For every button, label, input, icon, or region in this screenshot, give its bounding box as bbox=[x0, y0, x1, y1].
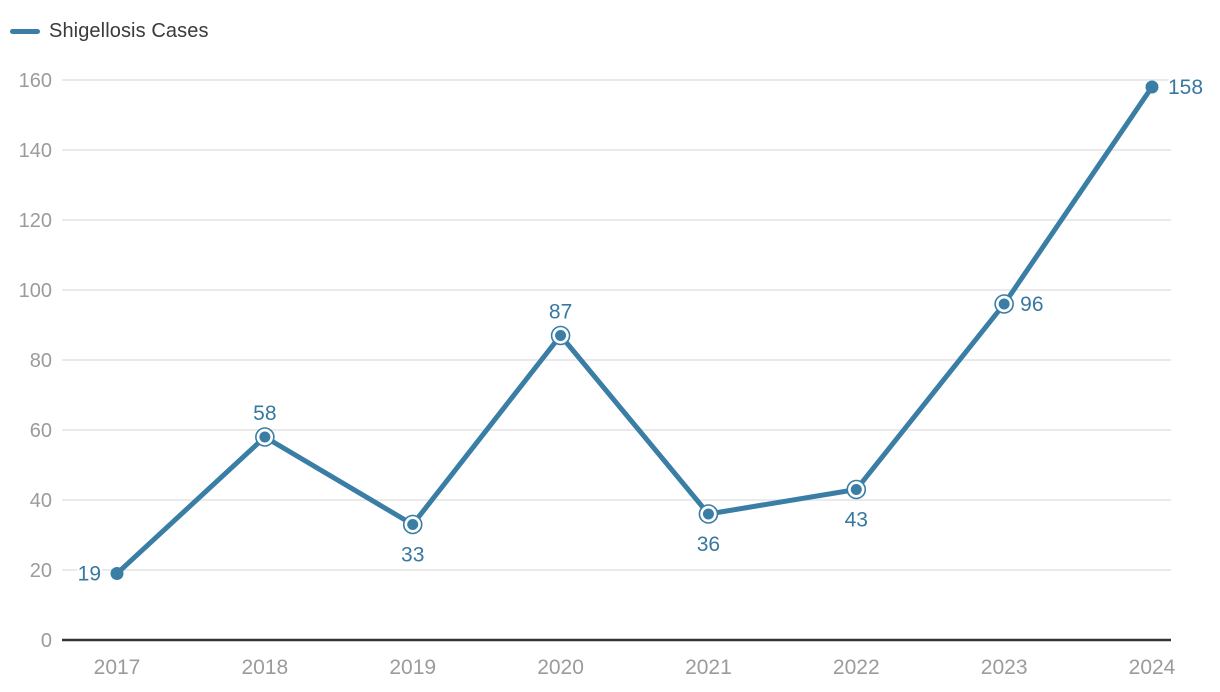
y-tick-label-40: 40 bbox=[30, 490, 52, 512]
data-point-2023 bbox=[998, 298, 1010, 310]
x-tick-label-2019: 2019 bbox=[389, 656, 436, 679]
y-tick-label-100: 100 bbox=[19, 280, 52, 302]
data-point-2020 bbox=[555, 330, 567, 341]
data-point-2024 bbox=[1145, 80, 1159, 94]
data-value-label-2020: 87 bbox=[549, 301, 572, 324]
legend: Shigellosis Cases bbox=[10, 20, 209, 43]
x-tick-label-2022: 2022 bbox=[833, 656, 880, 679]
data-value-label-2021: 36 bbox=[697, 533, 720, 556]
y-tick-label-120: 120 bbox=[19, 210, 52, 232]
legend-label: Shigellosis Cases bbox=[49, 20, 209, 42]
x-tick-label-2023: 2023 bbox=[981, 656, 1028, 679]
y-tick-label-140: 140 bbox=[19, 140, 52, 162]
x-tick-label-2024: 2024 bbox=[1129, 656, 1176, 679]
y-tick-label-80: 80 bbox=[30, 350, 52, 372]
data-point-2019 bbox=[407, 519, 419, 530]
legend-line-swatch bbox=[10, 29, 40, 34]
data-point-2021 bbox=[702, 508, 714, 520]
series-line bbox=[114, 84, 1155, 576]
x-tick-label-2021: 2021 bbox=[685, 656, 732, 679]
y-tick-label-0: 0 bbox=[41, 630, 52, 652]
y-tick-label-20: 20 bbox=[30, 560, 52, 582]
data-value-label-2017: 19 bbox=[78, 563, 101, 586]
data-value-label-2019: 33 bbox=[401, 544, 424, 567]
data-point-2018 bbox=[259, 431, 271, 443]
y-tick-label-160: 160 bbox=[19, 70, 52, 92]
data-point-2022 bbox=[850, 484, 862, 495]
x-tick-label-2020: 2020 bbox=[537, 656, 584, 679]
data-value-label-2023: 96 bbox=[1020, 293, 1043, 316]
data-value-label-2024: 158 bbox=[1168, 76, 1203, 99]
data-value-label-2022: 43 bbox=[845, 509, 868, 532]
x-tick-label-2017: 2017 bbox=[94, 656, 141, 679]
y-tick-label-60: 60 bbox=[30, 420, 52, 442]
x-tick-label-2018: 2018 bbox=[241, 656, 288, 679]
data-value-label-2018: 58 bbox=[253, 402, 276, 425]
data-point-2017 bbox=[110, 567, 124, 580]
